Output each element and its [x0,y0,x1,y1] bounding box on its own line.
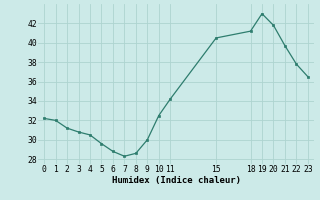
X-axis label: Humidex (Indice chaleur): Humidex (Indice chaleur) [111,176,241,185]
